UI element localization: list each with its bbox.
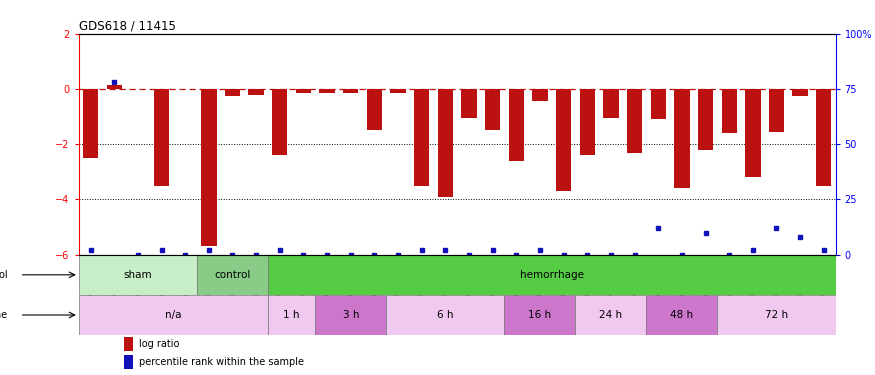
Bar xyxy=(438,89,453,197)
Text: protocol: protocol xyxy=(0,270,8,280)
Text: time: time xyxy=(0,310,8,320)
Text: 72 h: 72 h xyxy=(765,310,788,320)
Text: 24 h: 24 h xyxy=(599,310,622,320)
Bar xyxy=(603,89,619,118)
Bar xyxy=(390,89,406,93)
Bar xyxy=(268,255,836,295)
Text: GDS618 / 11415: GDS618 / 11415 xyxy=(79,20,176,33)
Bar xyxy=(505,295,576,335)
Bar xyxy=(272,89,288,155)
Bar xyxy=(268,295,315,335)
Text: 1 h: 1 h xyxy=(284,310,300,320)
Text: log ratio: log ratio xyxy=(139,339,179,349)
Bar xyxy=(107,85,122,89)
Text: 3 h: 3 h xyxy=(342,310,359,320)
Bar xyxy=(816,89,831,186)
Bar xyxy=(79,255,197,295)
Text: n/a: n/a xyxy=(165,310,182,320)
Text: 48 h: 48 h xyxy=(670,310,694,320)
Bar xyxy=(124,355,133,369)
Bar xyxy=(698,89,713,150)
Bar xyxy=(746,89,760,177)
Bar xyxy=(461,89,477,118)
Text: hemorrhage: hemorrhage xyxy=(520,270,584,280)
Bar xyxy=(626,89,642,153)
Bar xyxy=(485,89,500,130)
Text: 6 h: 6 h xyxy=(438,310,453,320)
Text: sham: sham xyxy=(123,270,152,280)
Bar xyxy=(319,89,335,93)
Bar xyxy=(201,89,216,246)
Bar xyxy=(532,89,548,101)
Bar xyxy=(675,89,690,188)
Bar xyxy=(579,89,595,155)
Text: control: control xyxy=(214,270,250,280)
Bar xyxy=(197,255,268,295)
Bar xyxy=(83,89,98,158)
Bar xyxy=(793,89,808,96)
Bar xyxy=(718,295,836,335)
Bar xyxy=(386,295,505,335)
Bar xyxy=(225,89,240,96)
Bar xyxy=(414,89,430,186)
Bar xyxy=(769,89,784,132)
Bar xyxy=(650,89,666,119)
Bar xyxy=(576,295,647,335)
Bar xyxy=(343,89,359,93)
Text: 16 h: 16 h xyxy=(528,310,551,320)
Bar xyxy=(508,89,524,161)
Bar xyxy=(315,295,386,335)
Bar xyxy=(296,89,311,93)
Bar xyxy=(556,89,571,191)
Text: percentile rank within the sample: percentile rank within the sample xyxy=(139,357,304,367)
Bar xyxy=(647,295,718,335)
Bar xyxy=(722,89,737,133)
Bar xyxy=(79,295,268,335)
Bar xyxy=(124,337,133,351)
Bar xyxy=(248,89,264,94)
Bar xyxy=(154,89,169,186)
Bar xyxy=(367,89,382,130)
